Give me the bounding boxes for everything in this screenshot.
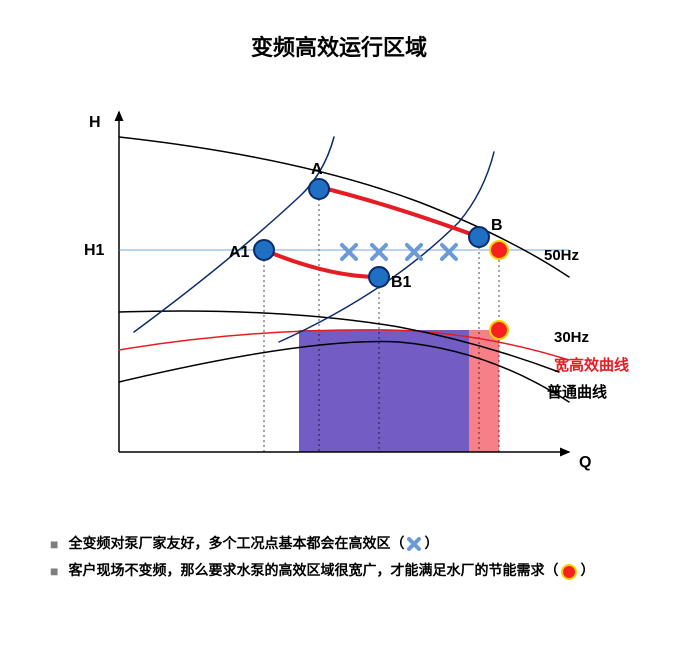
curve-red_arc_bottom (264, 250, 379, 277)
bullet-icon: ■ (50, 560, 58, 582)
cross-marker (442, 245, 456, 259)
y-axis-label: H (89, 114, 101, 131)
chart-title: 变频高效运行区域 (20, 30, 658, 62)
note-2-text-b: ） (580, 562, 594, 578)
point-A (309, 179, 329, 199)
chart-container: H Q H1 普通曲线 宽高效曲线 30Hz 50Hz A B A1 B1 (49, 82, 629, 502)
curve-label-eff_wide: 宽高效曲线 (553, 356, 629, 374)
note-1-text-a: 全变频对泵厂家友好，多个工况点基本都会在高效区（ (68, 535, 404, 551)
point-label-B: B (491, 217, 503, 234)
note-2: ■ 客户现场不变频，那么要求水泵的高效区域很宽广，才能满足水厂的节能需求（ ） (50, 559, 628, 582)
cross-marker (407, 245, 421, 259)
note-1-text-b: ） (424, 535, 438, 551)
curve-label-eff_normal: 普通曲线 (547, 383, 607, 401)
point-label-A1: A1 (229, 244, 250, 261)
x-axis-label: Q (579, 454, 591, 471)
point-red_bot (490, 321, 508, 339)
bullet-icon: ■ (50, 533, 58, 555)
point-red_top (490, 241, 508, 259)
note-2-text-a: 客户现场不变频，那么要求水泵的高效区域很宽广，才能满足水厂的节能需求（ (68, 562, 558, 578)
point-A1 (254, 240, 274, 260)
curve-label-head_30hz: 30Hz (554, 329, 589, 346)
notes-block: ■ 全变频对泵厂家友好，多个工况点基本都会在高效区（ ） ■ 客户现场不变频，那么… (20, 532, 658, 583)
point-B (469, 227, 489, 247)
point-label-A: A (311, 161, 323, 178)
curve-iso_left (134, 137, 334, 332)
point-B1 (369, 267, 389, 287)
chart-svg: H Q H1 普通曲线 宽高效曲线 30Hz 50Hz A B A1 B1 (49, 82, 629, 502)
narrow-efficiency-zone (469, 330, 499, 452)
h1-label: H1 (84, 242, 105, 259)
red-dot-icon (560, 563, 578, 581)
cross-icon (406, 536, 422, 552)
point-label-B1: B1 (391, 274, 412, 291)
curve-label-head_50hz: 50Hz (544, 247, 579, 264)
cross-marker (372, 245, 386, 259)
note-1: ■ 全变频对泵厂家友好，多个工况点基本都会在高效区（ ） (50, 532, 628, 555)
cross-marker (342, 245, 356, 259)
